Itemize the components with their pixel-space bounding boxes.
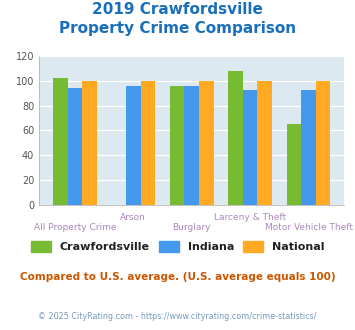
Bar — [316, 81, 331, 205]
Bar — [243, 89, 257, 205]
Text: Arson: Arson — [120, 213, 146, 222]
Bar — [126, 86, 141, 205]
Text: Burglary: Burglary — [173, 223, 211, 232]
Bar — [170, 86, 184, 205]
Bar — [257, 81, 272, 205]
Text: © 2025 CityRating.com - https://www.cityrating.com/crime-statistics/: © 2025 CityRating.com - https://www.city… — [38, 312, 317, 321]
Text: Compared to U.S. average. (U.S. average equals 100): Compared to U.S. average. (U.S. average … — [20, 272, 335, 282]
Bar — [286, 124, 301, 205]
Bar — [184, 86, 199, 205]
Bar — [53, 78, 67, 205]
Bar — [141, 81, 155, 205]
Text: Motor Vehicle Theft: Motor Vehicle Theft — [264, 223, 353, 232]
Text: 2019 Crawfordsville: 2019 Crawfordsville — [92, 2, 263, 16]
Text: All Property Crime: All Property Crime — [34, 223, 116, 232]
Text: Property Crime Comparison: Property Crime Comparison — [59, 21, 296, 36]
Bar — [301, 89, 316, 205]
Legend: Crawfordsville, Indiana, National: Crawfordsville, Indiana, National — [26, 237, 329, 256]
Bar — [228, 71, 243, 205]
Bar — [199, 81, 214, 205]
Bar — [67, 88, 82, 205]
Text: Larceny & Theft: Larceny & Theft — [214, 213, 286, 222]
Bar — [82, 81, 97, 205]
